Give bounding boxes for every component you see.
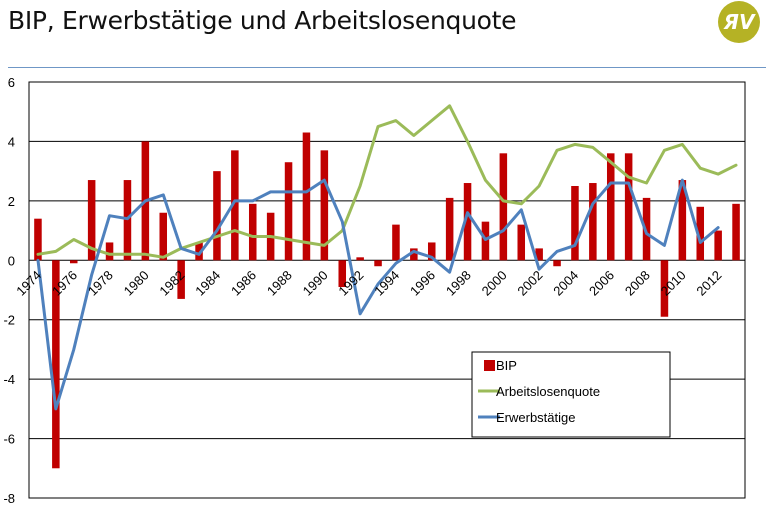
- bar-bip: [159, 212, 168, 261]
- bar-bip: [34, 218, 42, 261]
- line-erwerbst-tige: [36, 178, 720, 411]
- bar-bip: [392, 224, 400, 261]
- bar-bip: [553, 260, 561, 267]
- bar-bip: [427, 242, 436, 261]
- bar-bip: [517, 224, 526, 261]
- bar-bip: [231, 150, 239, 261]
- bar-bip: [678, 180, 687, 261]
- bar-bip: [69, 260, 78, 264]
- bar-bip: [248, 203, 257, 261]
- bar-bip: [213, 171, 221, 261]
- x-tick-label: 1988: [264, 268, 295, 299]
- logo-text: ЯV: [723, 10, 756, 34]
- x-tick-label: 2000: [479, 268, 510, 299]
- logo-circle: [718, 1, 760, 43]
- x-tick-label: 2002: [514, 268, 545, 299]
- y-tick-label: 4: [8, 134, 15, 149]
- y-tick-label: -8: [3, 491, 15, 506]
- bar-bip: [499, 153, 508, 261]
- bar-bip: [356, 257, 364, 261]
- x-tick-label: 1978: [85, 268, 116, 299]
- bar-bip: [320, 150, 329, 261]
- bar-bip: [606, 153, 615, 261]
- x-tick-label: 2012: [693, 268, 724, 299]
- bar-bip: [642, 197, 651, 261]
- bar-bip: [714, 230, 722, 261]
- y-tick-label: 0: [8, 253, 15, 268]
- bar-bip: [535, 248, 543, 261]
- x-tick-label: 1980: [121, 268, 152, 299]
- x-tick-label: 2004: [550, 268, 581, 299]
- bar-bip: [410, 248, 418, 261]
- bar-bip: [87, 180, 96, 261]
- slide-title: BIP, Erwerbstätige und Arbeitslosenquote: [8, 6, 517, 35]
- bar-bip: [52, 260, 60, 469]
- bar-bip: [177, 260, 185, 299]
- x-tick-label: 2008: [622, 268, 653, 299]
- bar-bip: [374, 260, 382, 267]
- x-tick-label: 1996: [407, 268, 438, 299]
- y-tick-label: -4: [3, 372, 15, 387]
- title-divider: [8, 67, 766, 68]
- legend-label-erwerbst-tige: Erwerbstätige: [496, 410, 575, 425]
- bar-bip: [284, 162, 293, 261]
- y-tick-label: -2: [3, 313, 15, 328]
- plot-border: [28, 81, 746, 499]
- bar-bip: [338, 260, 347, 288]
- x-tick-label: 2006: [586, 268, 617, 299]
- bar-bip: [195, 242, 203, 261]
- legend-label-bip: BIP: [496, 358, 517, 373]
- bar-bip: [696, 206, 705, 261]
- bar-bip: [624, 153, 633, 261]
- bar-bip: [571, 186, 579, 261]
- bar-bip: [660, 260, 669, 317]
- logo-icon: ЯV: [718, 1, 760, 43]
- y-tick-label: 2: [8, 194, 15, 209]
- x-tick-label: 1984: [192, 268, 223, 299]
- bar-bip: [463, 183, 472, 261]
- line-arbeitslosenquote: [36, 104, 738, 259]
- legend-swatch-bip: [484, 360, 495, 371]
- x-tick-label: 1994: [371, 268, 402, 299]
- bar-bip: [732, 203, 740, 261]
- y-tick-label: 6: [8, 75, 15, 90]
- bar-bip: [302, 132, 311, 261]
- bar-bip: [445, 197, 454, 261]
- x-tick-label: 1990: [300, 268, 331, 299]
- x-tick-label: 1986: [228, 268, 259, 299]
- legend-label-arbeitslosenquote: Arbeitslosenquote: [496, 384, 600, 399]
- legend-box: [471, 351, 671, 438]
- bar-bip: [589, 183, 597, 261]
- bar-bip: [105, 242, 114, 261]
- y-tick-label: -6: [3, 432, 15, 447]
